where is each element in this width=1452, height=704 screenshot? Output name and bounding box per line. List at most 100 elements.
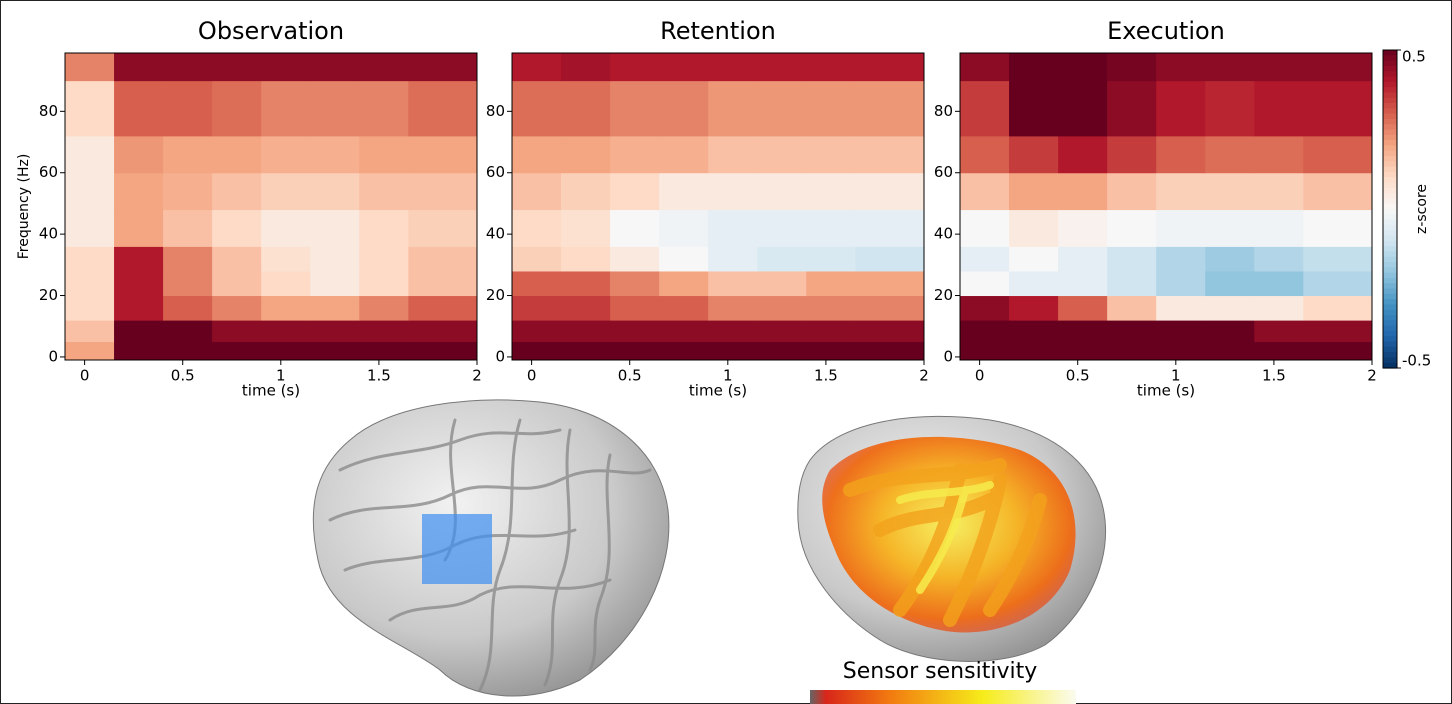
heatmap-cell [708,320,758,342]
colorbar-segment [1383,267,1397,273]
heatmap-cell [261,53,311,81]
heatmap-cell [1058,53,1108,81]
heatmap-cell [610,342,660,361]
heatmap-cell [163,246,213,271]
colorbar-segment [1383,87,1397,93]
heatmap-cell [708,173,758,210]
heatmap-cell [561,296,611,321]
heatmap-cell [806,81,856,137]
heatmap-cell [1058,342,1108,361]
heatmap-cell [212,53,262,81]
heatmap-cell [261,210,311,247]
colorbar-segment [1383,299,1397,305]
heatmap-cell [1254,210,1304,247]
heatmap-cell [1205,246,1255,271]
heatmap-cell [1156,173,1206,210]
heatmap-cell [708,53,758,81]
heatmap-cell [261,296,311,321]
heatmap-cell [163,136,213,173]
heatmap-cell [1107,53,1157,81]
colorbar-segment [1383,71,1397,77]
colorbar-segment [1383,230,1397,236]
heatmap-cell [261,173,311,210]
heatmap-cell [708,246,758,271]
colorbar-segment [1383,198,1397,204]
heatmap-cell [359,210,409,247]
heatmap-cell [1156,81,1206,137]
colorbar-segment [1383,114,1397,120]
heatmap-cell [512,246,562,271]
heatmap-cell [1107,271,1157,296]
heatmap-cell [1303,210,1372,247]
heatmap-cell [1303,53,1372,81]
colorbar-segment [1383,55,1397,61]
heatmap-cell [512,53,562,81]
heatmap-cell [212,210,262,247]
x-axis-label: time (s) [1137,382,1195,400]
heatmap-cell [114,53,164,81]
y-tick-label: 60 [39,163,58,181]
heatmap-cell [1254,136,1304,173]
heatmap-cell [65,136,115,173]
heatmap-cell [1205,173,1255,210]
heatmap-cell [1156,271,1206,296]
heatmap-cell [1107,342,1157,361]
heatmap-cell [806,136,856,173]
heatmap-cell [708,271,758,296]
heatmap-cell [114,271,164,296]
heatmap-cell [1156,320,1206,342]
heatmap-cell [359,320,409,342]
heatmap-cell [855,320,924,342]
heatmap-cell [114,342,164,361]
heatmap-cell [212,136,262,173]
heatmap-cell [1303,320,1372,342]
heatmap-cell [855,246,924,271]
panel-title: Retention [660,17,776,45]
x-tick-label: 0 [527,367,537,385]
heatmap-cell [408,342,477,361]
heatmap-cell [659,81,709,137]
heatmap-cell [561,271,611,296]
heatmap-cell [261,320,311,342]
heatmap-cell [65,246,115,271]
heatmap-cell [561,136,611,173]
y-tick-label: 80 [486,102,505,120]
heatmap-cell [359,296,409,321]
heatmap-cell [163,173,213,210]
heatmap-cell [310,53,360,81]
heatmap-cell [310,210,360,247]
figure: Sensor sensitivity Observation00.511.520… [0,0,1452,704]
heatmap-cell [757,271,807,296]
colorbar-segment [1383,294,1397,300]
y-tick-label: 20 [39,286,58,304]
colorbar-segment [1383,140,1397,146]
heatmap-cell [512,173,562,210]
heatmap-cell [1254,81,1304,137]
heatmap-cell [408,296,477,321]
heatmap-cell [1254,53,1304,81]
heatmap-cell [163,81,213,137]
x-tick-label: 0.5 [618,367,642,385]
heatmap-cell [1303,136,1372,173]
colorbar-segment [1383,50,1397,56]
heatmap-cell [310,271,360,296]
heatmap-cell [1254,320,1304,342]
heatmap-cell [960,342,1010,361]
colorbar-segment [1383,357,1397,363]
colorbar-segment [1383,61,1397,67]
heatmap-cell [408,173,477,210]
heatmap-cell [806,246,856,271]
heatmap-cell [659,173,709,210]
heatmap-cell [806,53,856,81]
colorbar-segment [1383,193,1397,199]
y-tick-label: 80 [39,102,58,120]
colorbar-segment [1383,66,1397,72]
heatmap-cell [1009,210,1059,247]
colorbar-segment [1383,204,1397,210]
heatmap-cell [659,246,709,271]
heatmap-cell [1205,53,1255,81]
heatmap-cell [1107,173,1157,210]
colorbar-segment [1383,320,1397,326]
colorbar-segment [1383,124,1397,130]
heatmap-cell [1009,271,1059,296]
